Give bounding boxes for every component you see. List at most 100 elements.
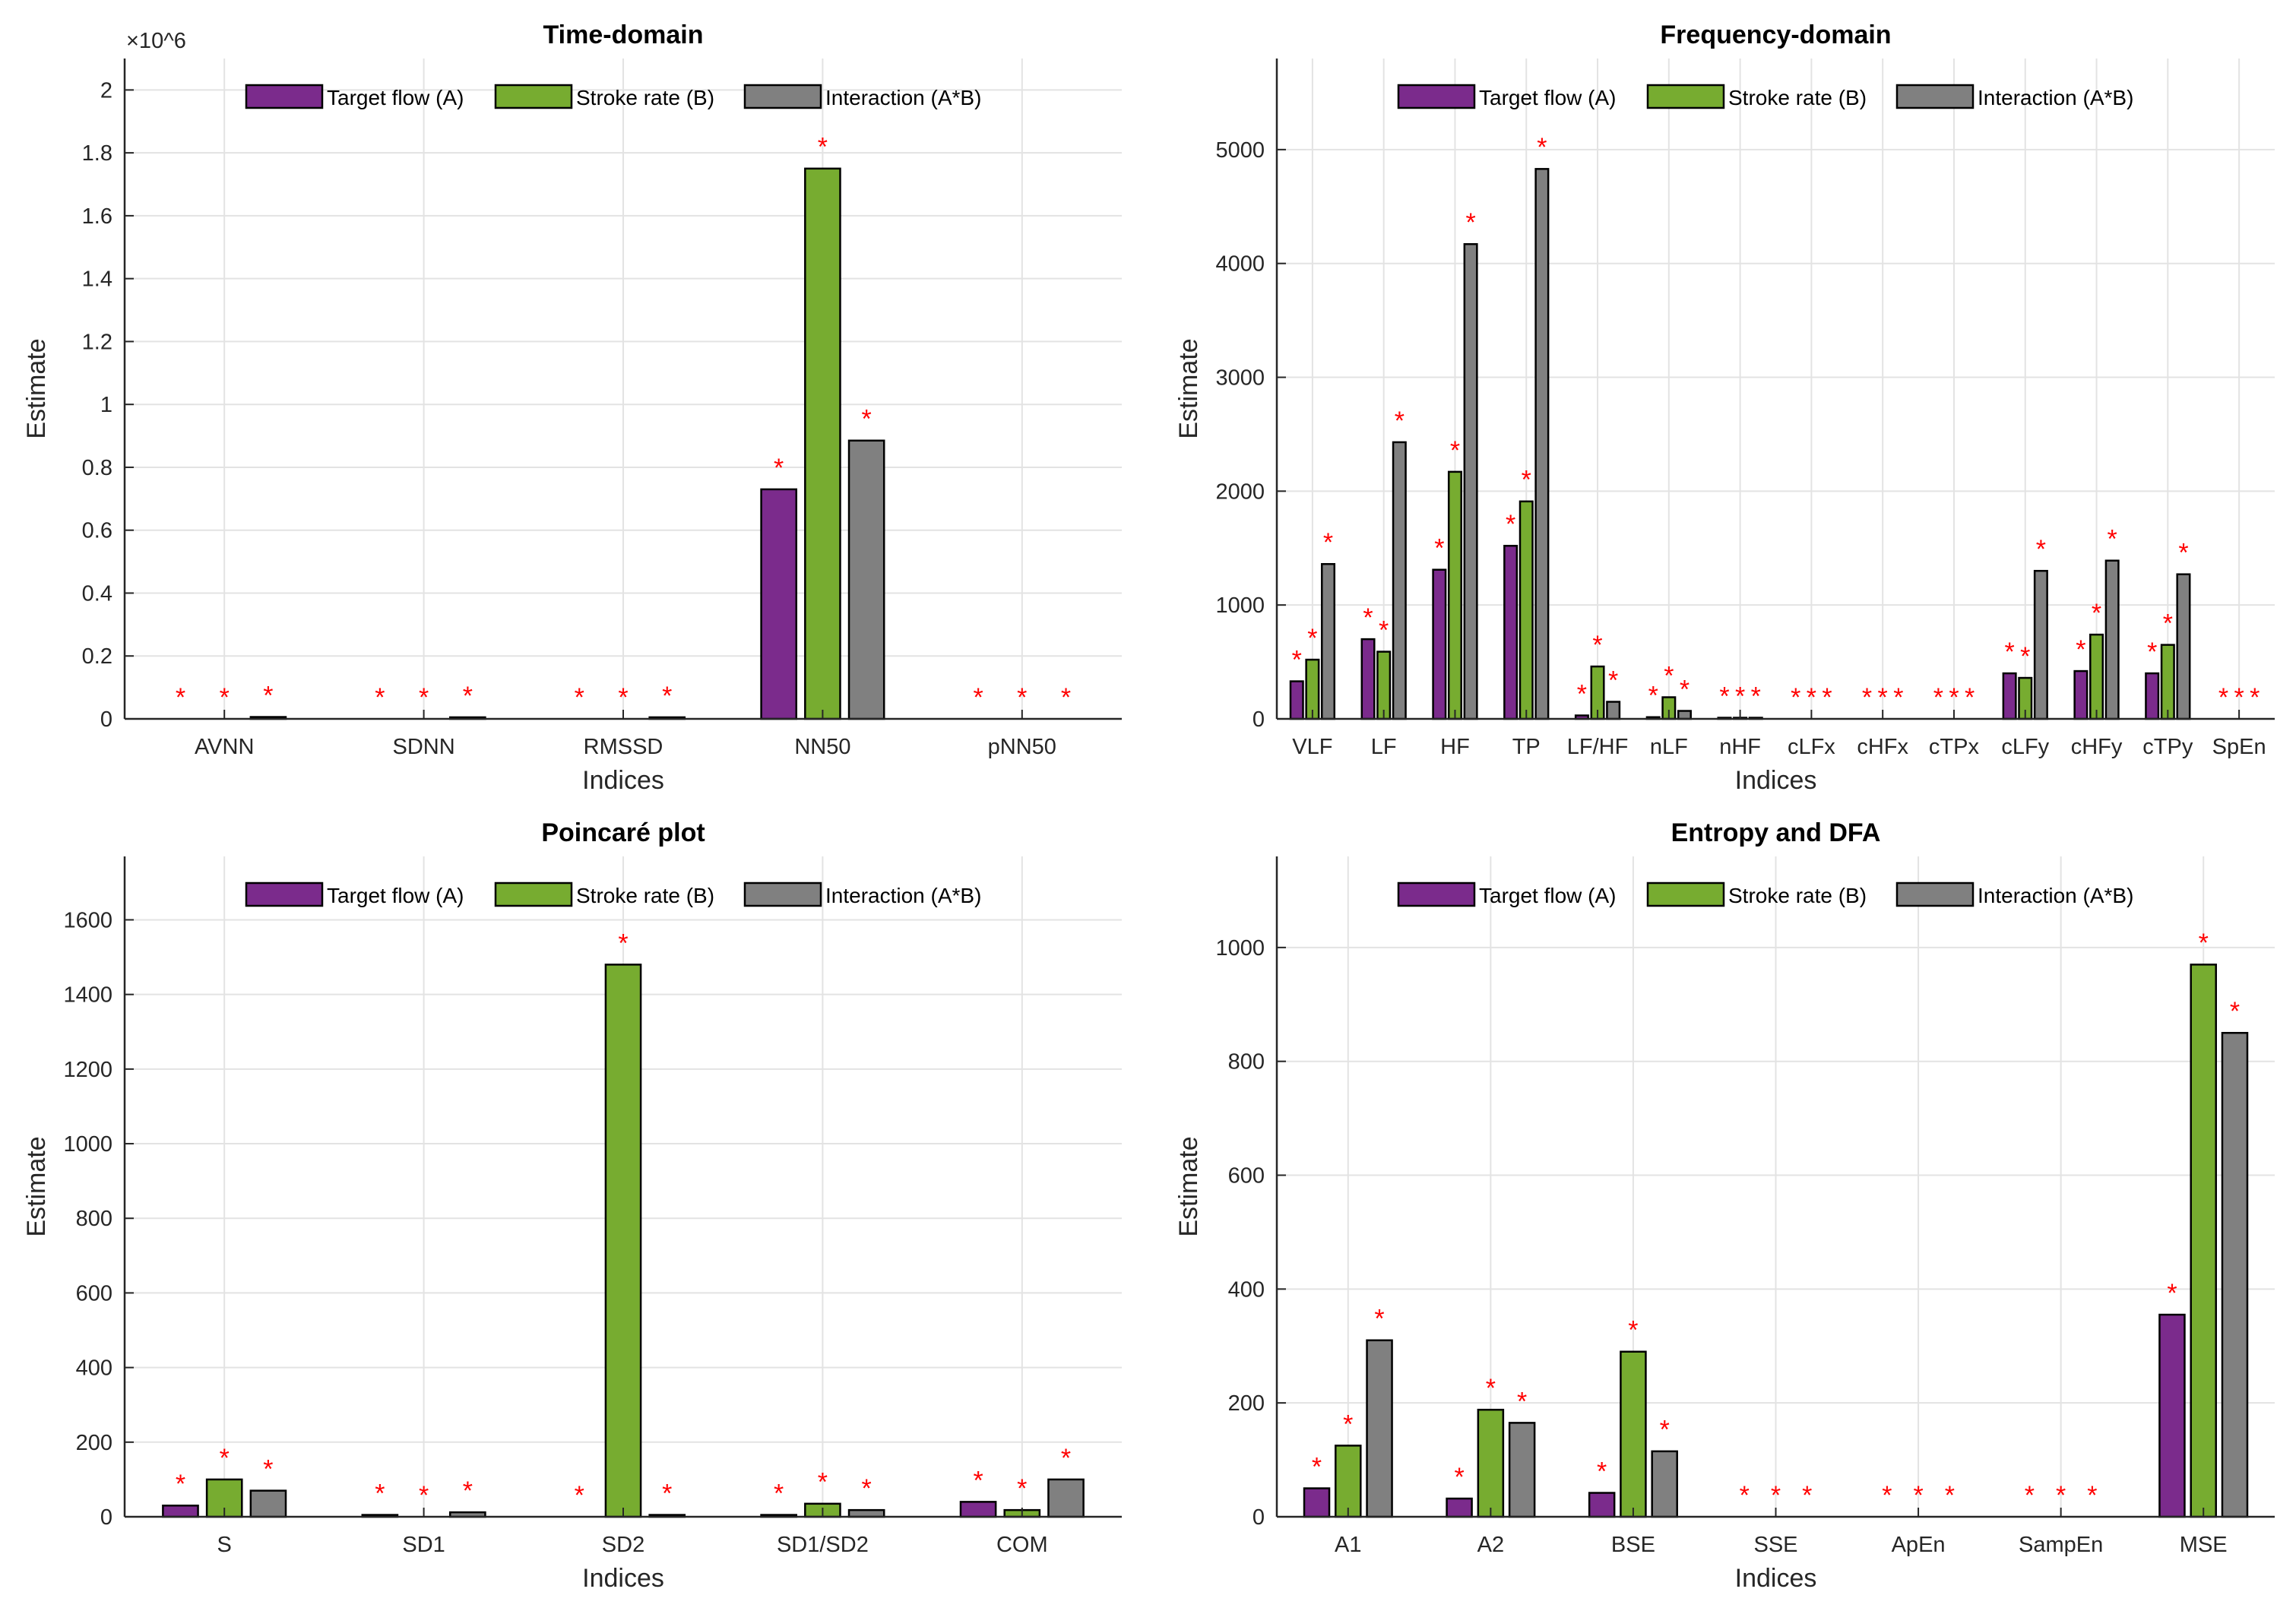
significance-star: * (662, 1479, 672, 1508)
significance-star: * (2025, 1481, 2035, 1510)
significance-star: * (1292, 645, 1302, 674)
significance-star: * (1893, 683, 1903, 712)
legend-swatch (245, 84, 324, 109)
bar-b (1519, 500, 1534, 720)
bar-a (2002, 672, 2017, 720)
significance-star: * (1061, 1444, 1071, 1473)
significance-star: * (575, 1481, 584, 1510)
significance-star: * (220, 1444, 230, 1473)
y-tick-label: 3000 (1215, 366, 1265, 391)
significance-star: * (2056, 1481, 2066, 1510)
legend-swatch (1397, 84, 1476, 109)
bar-a (760, 488, 798, 720)
legend-label: Target flow (A) (327, 884, 464, 907)
significance-star: * (2178, 539, 2188, 568)
significance-star: * (2234, 683, 2244, 712)
significance-star: * (1577, 679, 1587, 708)
x-tick-label: pNN50 (988, 735, 1056, 759)
bar-ab (2104, 559, 2120, 720)
significance-star: * (973, 1466, 983, 1495)
y-tick-label: 400 (76, 1356, 112, 1381)
bar-b (1620, 1350, 1647, 1518)
y-tick-label: 1.6 (82, 204, 112, 229)
significance-star: * (263, 681, 273, 710)
bar-ab (1047, 1478, 1085, 1518)
bar-ab (1392, 441, 1407, 720)
significance-star: * (1597, 1457, 1607, 1486)
bar-ab (847, 439, 885, 720)
x-tick-label: SDNN (393, 735, 455, 759)
significance-star: * (2108, 525, 2117, 554)
chart-title: Time-domain (543, 21, 704, 49)
significance-star: * (2218, 683, 2228, 712)
x-tick-label: SD1 (402, 1533, 445, 1557)
x-tick-label: LF/HF (1567, 735, 1629, 759)
bar-b (1447, 470, 1462, 720)
y-tick-label: 200 (1228, 1391, 1265, 1416)
significance-star: * (2167, 1279, 2177, 1308)
y-tick-label: 0.4 (82, 581, 112, 606)
y-exponent-label: ×10^6 (126, 29, 186, 53)
bar-ab (1508, 1422, 1536, 1518)
significance-star: * (2163, 609, 2173, 638)
bar-a (2073, 669, 2089, 720)
x-tick-label: A2 (1477, 1533, 1504, 1557)
x-tick-label: S (217, 1533, 232, 1557)
significance-star: * (2020, 642, 2030, 671)
bar-a (1360, 638, 1376, 720)
legend-label: Stroke rate (B) (1728, 86, 1867, 109)
significance-star: * (1807, 683, 1816, 712)
y-tick-label: 0.2 (82, 644, 112, 669)
significance-star: * (618, 929, 628, 957)
bar-a (1588, 1492, 1616, 1518)
significance-star: * (1680, 675, 1690, 704)
bar-b (804, 167, 841, 720)
y-tick-label: 1000 (63, 1132, 112, 1157)
y-tick-label: 0 (1253, 707, 1265, 732)
x-tick-label: cTPy (2142, 735, 2193, 759)
significance-star: * (1878, 683, 1888, 712)
legend-swatch (1646, 881, 1725, 907)
chart-title: Poincaré plot (541, 818, 705, 847)
x-tick-label: AVNN (195, 735, 254, 759)
legend-label: Target flow (A) (327, 86, 464, 109)
x-tick-label: VLF (1292, 735, 1332, 759)
x-tick-label: SD1/SD2 (777, 1533, 869, 1557)
significance-star: * (1735, 682, 1745, 711)
y-axis-label: Estimate (1174, 338, 1203, 438)
bar-ab (249, 1489, 287, 1518)
significance-star: * (1771, 1481, 1781, 1510)
x-tick-label: cTPx (1929, 735, 1980, 759)
x-tick-label: cLFx (1788, 735, 1835, 759)
significance-star: * (862, 405, 872, 434)
bar-a (162, 1505, 199, 1518)
significance-star: * (1660, 1416, 1670, 1445)
y-tick-label: 1200 (63, 1058, 112, 1082)
significance-star: * (1791, 683, 1800, 712)
y-tick-label: 0 (100, 1505, 112, 1530)
x-tick-label: SpEn (2212, 735, 2266, 759)
significance-star: * (818, 133, 828, 162)
bar-ab (1321, 562, 1336, 720)
bar-ab (1534, 168, 1550, 720)
legend-swatch (1895, 881, 1975, 907)
significance-star: * (1061, 683, 1071, 712)
significance-star: * (2092, 599, 2101, 628)
x-tick-label: ApEn (1892, 1533, 1946, 1557)
significance-star: * (774, 1479, 784, 1508)
significance-star: * (1395, 407, 1405, 435)
significance-star: * (1628, 1316, 1638, 1345)
legend-label: Interaction (A*B) (825, 86, 981, 109)
x-tick-label: COM (996, 1533, 1048, 1557)
bar-b (2089, 633, 2104, 720)
y-tick-label: 1000 (1215, 936, 1265, 961)
significance-star: * (1913, 1481, 1923, 1510)
bar-a (2145, 672, 2160, 720)
x-tick-label: nHF (1719, 735, 1761, 759)
y-tick-label: 400 (1228, 1277, 1265, 1302)
significance-star: * (375, 683, 385, 712)
significance-star: * (176, 1470, 185, 1499)
bar-a (1446, 1497, 1473, 1518)
significance-star: * (1450, 436, 1460, 465)
y-tick-label: 0.6 (82, 519, 112, 543)
